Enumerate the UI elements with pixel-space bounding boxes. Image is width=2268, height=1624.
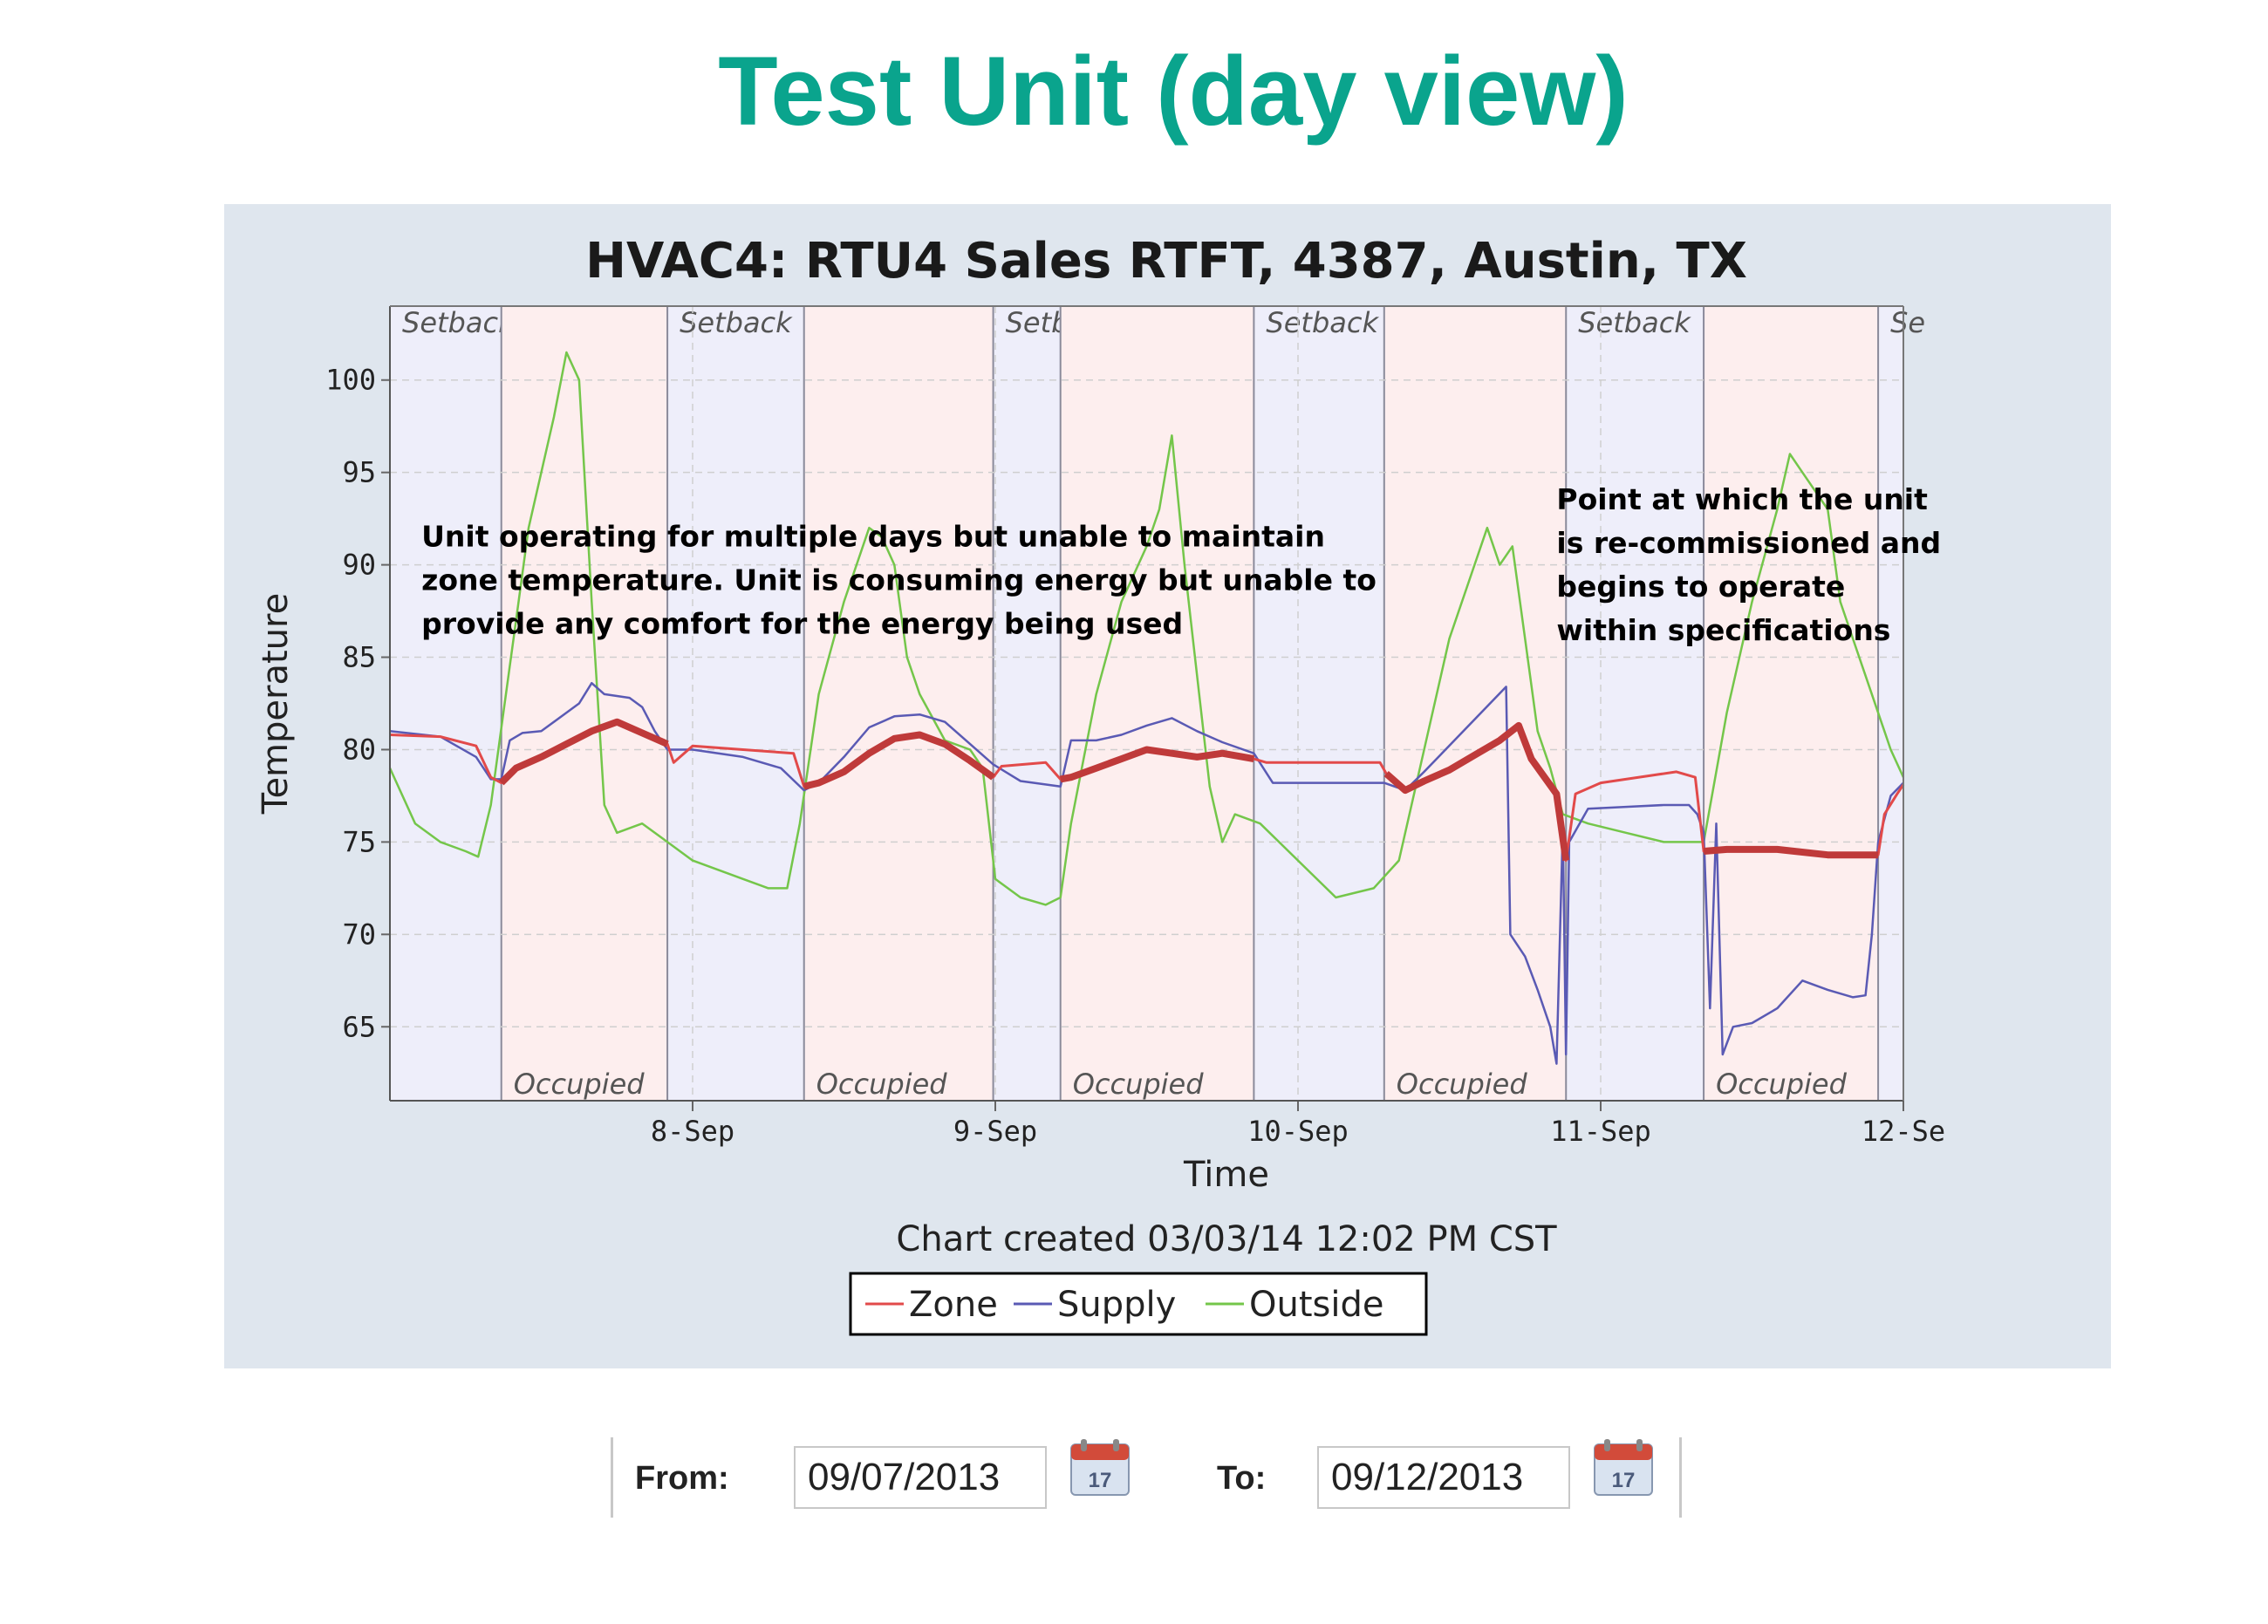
legend: Zone Supply Outside [849,1272,1428,1336]
from-calendar-button[interactable]: 17 [1069,1437,1131,1498]
schedule-band-occupied [1383,306,1567,1101]
y-tick-label: 75 [342,825,376,858]
x-axis-label: Time [1183,1155,1269,1195]
from-date-input[interactable] [794,1446,1047,1509]
x-tick-label: 11-Sep [1550,1115,1651,1148]
y-tick-label: 100 [325,364,376,397]
schedule-label-occupied: Occupied [1397,1068,1528,1101]
series-line-zone-occupied [498,718,669,786]
annotation-line: begins to operate [1556,570,1845,604]
schedule-label-occupied: Occupied [514,1068,646,1101]
schedule-band-setback [1254,306,1384,1101]
series-line-zone-occupied [1059,746,1255,783]
schedule-label-occupied: Occupied [816,1068,948,1101]
schedule-label-setback: Se [1890,306,1925,339]
schedule-label-setback: Setback [1578,306,1691,339]
page-title: Test Unit (day view) [718,37,1629,146]
y-tick-label: 95 [342,456,376,489]
to-label: To: [1217,1460,1267,1497]
schedule-band-occupied [803,306,994,1101]
calendar-day: 17 [1612,1469,1636,1492]
series-line-supply [389,681,1904,1065]
y-tick-label: 90 [342,549,376,582]
schedule-band-occupied [1704,306,1879,1101]
divider-left [611,1437,613,1518]
y-tick-label: 85 [342,641,376,674]
series-line-zone-occupied [803,731,995,790]
schedule-label-setback: Setback [1266,306,1379,339]
x-tick-label: 12-Se [1862,1115,1945,1148]
schedule-band-setback [1566,306,1704,1101]
legend-label-supply: Supply [1057,1285,1176,1325]
x-tick-label: 8-Sep [651,1115,734,1148]
chart-created-note: Chart created 03/03/14 12:02 PM CST [896,1219,1557,1259]
schedule-band-occupied [1060,306,1254,1101]
annotation-line: is re-commissioned and [1556,526,1941,560]
legend-box [849,1272,1428,1336]
annotation-line: zone temperature. Unit is consuming ener… [421,563,1377,597]
schedule-label-setback: Setback [402,306,516,339]
x-tick-label: 9-Sep [953,1115,1037,1148]
series-line-zone-occupied [1703,845,1879,859]
from-label: From: [635,1460,729,1497]
annotation-line: provide any comfort for the energy being… [421,606,1183,640]
divider-right [1679,1437,1682,1518]
chart-title: HVAC4: RTU4 Sales RTFT, 4387, Austin, TX [585,233,1747,290]
to-date-input[interactable] [1317,1446,1570,1509]
y-axis-label: Temperature [256,593,296,815]
chart-panel: HVAC4: RTU4 Sales RTFT, 4387, Austin, TX… [224,204,2111,1368]
schedule-band-setback [1878,306,1903,1101]
x-tick-label: 10-Sep [1247,1115,1349,1148]
schedule-band-setback [667,306,804,1101]
y-tick-label: 65 [342,1010,376,1043]
chart: HVAC4: RTU4 Sales RTFT, 4387, Austin, TX… [256,233,1945,1336]
schedule-band-occupied [501,306,668,1101]
schedule-label-occupied: Occupied [1716,1068,1848,1101]
y-tick-label: 80 [342,733,376,766]
schedule-band-setback [993,306,1061,1101]
calendar-day: 17 [1089,1469,1112,1492]
annotation-line: within specifications [1556,613,1890,647]
schedule-band-setback [390,306,502,1101]
legend-label-outside: Outside [1249,1285,1383,1325]
schedule-label-occupied: Occupied [1073,1068,1205,1101]
to-calendar-button[interactable]: 17 [1592,1437,1655,1498]
calendar-icon: 17 [1594,1439,1653,1496]
series-line-zone-occupied [1383,721,1570,862]
series-line-outside [388,351,1905,906]
date-range-bar: From: 17 To: 17 [611,1437,1684,1518]
annotation-line: Unit operating for multiple days but una… [421,519,1325,553]
y-tick-label: 70 [342,918,376,951]
schedule-label-setback: Setback [680,306,793,339]
calendar-icon: 17 [1070,1439,1130,1496]
annotation-line: Point at which the unit [1556,482,1928,516]
legend-label-zone: Zone [909,1285,998,1325]
